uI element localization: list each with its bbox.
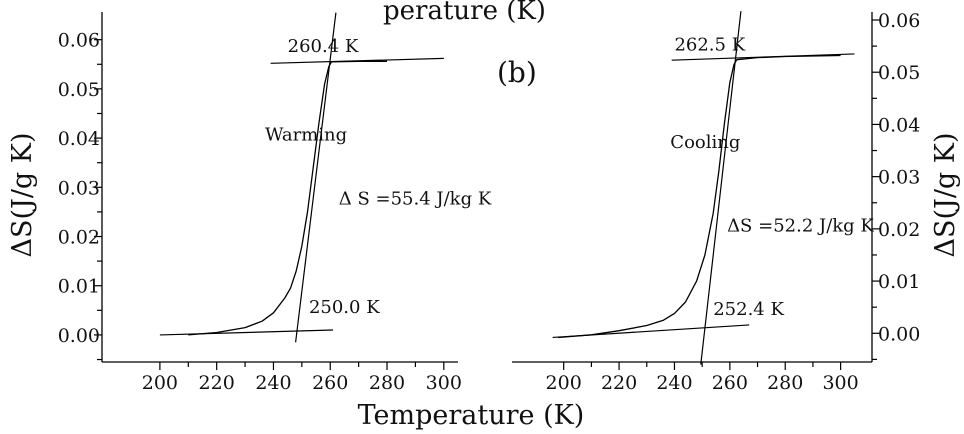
- x-tick-label: 260: [712, 372, 748, 394]
- tangent-line: [159, 329, 334, 336]
- y-tick-label: 0.06: [878, 10, 920, 32]
- x-tick-label: 240: [656, 372, 692, 394]
- y-tick-label: 0.05: [878, 62, 920, 84]
- x-tick-label: 200: [546, 372, 582, 394]
- x-axis-title: Temperature (K): [358, 400, 585, 431]
- y-tick-label: 0.03: [878, 167, 920, 189]
- annotation-label: Warming: [265, 125, 347, 146]
- y-tick-label: 0.02: [58, 227, 100, 249]
- annotation-label: 252.4 K: [713, 299, 784, 320]
- y-tick-label: 0.00: [878, 323, 920, 345]
- data-curve: [188, 60, 387, 336]
- x-tick-label: 300: [822, 372, 858, 394]
- x-tick-label: 260: [312, 372, 348, 394]
- top-partial-title: perature (K): [383, 0, 546, 26]
- annotation-label: 250.0 K: [309, 297, 380, 318]
- y-tick-label: 0.00: [58, 325, 100, 347]
- y-tick-label: 0.03: [58, 177, 100, 199]
- x-tick-label: 300: [426, 372, 462, 394]
- panel-a: 200 220 240 260 280 300 0.00 0.01 0.02 0.03 0.04 0.…: [58, 12, 492, 394]
- panel-b: 200 220 240 260 280 300 0.00 0.01 0.02 0.03 0.04 0.…: [512, 10, 920, 394]
- annotation-label: Cooling: [670, 132, 740, 153]
- x-tick-label: 280: [767, 372, 803, 394]
- y-tick-label: 0.04: [58, 128, 100, 150]
- x-tick-label: 220: [199, 372, 235, 394]
- annotation-label: Δ S =55.4 J/kg K: [339, 189, 492, 210]
- annotation-label: 260.4 K: [288, 36, 359, 57]
- y-axis-title-right: ΔS(J/g K): [930, 132, 961, 257]
- y-tick-label: 0.01: [58, 276, 100, 298]
- x-tick-label: 280: [369, 372, 405, 394]
- y-tick-label: 0.05: [58, 79, 100, 101]
- x-tick-label: 220: [601, 372, 637, 394]
- y-tick-label: 0.06: [58, 30, 100, 52]
- panel-b-label: (b): [497, 56, 537, 89]
- tangent-line: [700, 11, 742, 365]
- x-tick-label: 200: [142, 372, 178, 394]
- y-tick-label: 0.01: [878, 271, 920, 293]
- data-curve: [558, 54, 841, 339]
- annotation-label: ΔS =52.2 J/kg K: [727, 215, 874, 236]
- y-axis-title-left: ΔS(J/g K): [7, 132, 38, 257]
- y-tick-label: 0.02: [878, 219, 920, 241]
- y-tick-label: 0.04: [878, 114, 920, 136]
- annotation-label: 262.5 K: [674, 34, 745, 55]
- x-tick-label: 240: [255, 372, 291, 394]
